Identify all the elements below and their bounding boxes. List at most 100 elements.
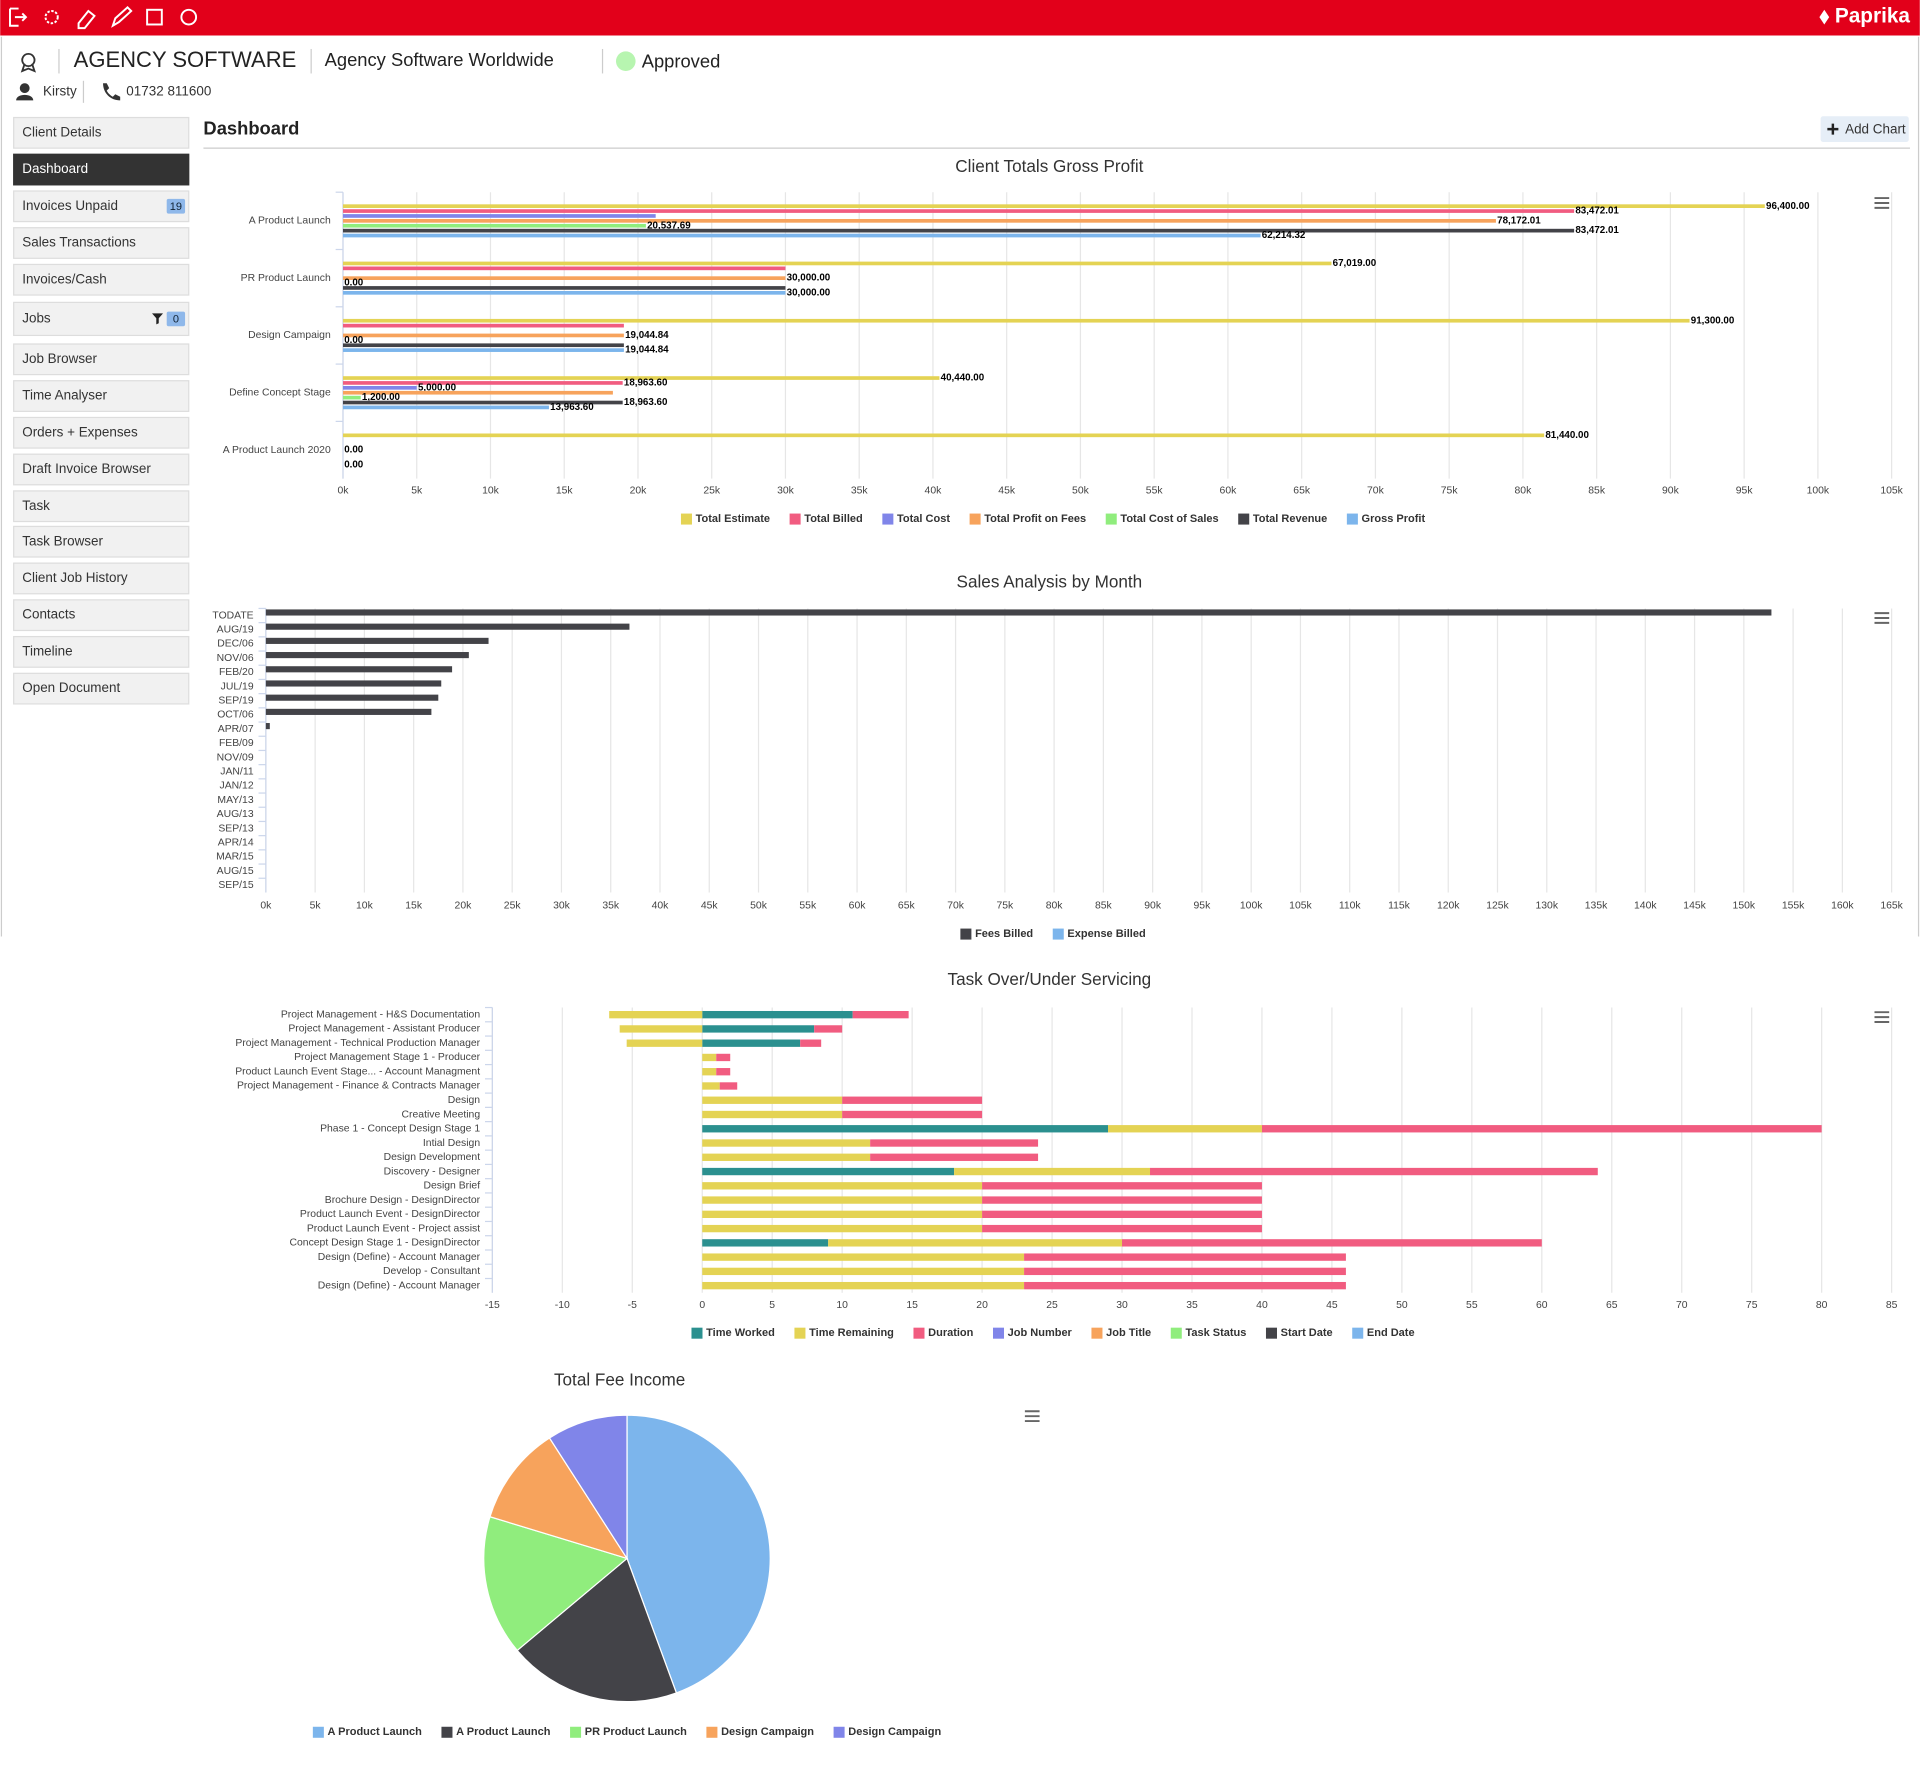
chart-menu[interactable]: [1874, 612, 1890, 624]
legend-swatch[interactable]: [680, 513, 692, 525]
plus-icon[interactable]: [1827, 123, 1839, 135]
nav-item[interactable]: Task Browser: [13, 525, 190, 558]
nav-label[interactable]: Job Browser: [22, 351, 97, 366]
nav-item[interactable]: Sales Transactions: [13, 227, 190, 259]
legend-item[interactable]: Job Title: [1091, 1327, 1151, 1339]
nav-label[interactable]: Contacts: [22, 607, 75, 622]
legend-label[interactable]: Duration: [928, 1327, 974, 1339]
legend-swatch[interactable]: [882, 513, 894, 525]
legend-item[interactable]: End Date: [1352, 1327, 1415, 1339]
nav-item[interactable]: Contacts: [13, 599, 190, 632]
legend-swatch[interactable]: [789, 513, 801, 525]
nav-item[interactable]: Invoices/Cash: [13, 263, 190, 296]
pie-slice[interactable]: [626, 1414, 771, 1694]
legend-item[interactable]: Start Date: [1265, 1327, 1333, 1339]
legend-label[interactable]: Total Revenue: [1253, 513, 1327, 525]
logout-icon[interactable]: [9, 7, 28, 27]
chart-menu[interactable]: [1024, 1410, 1040, 1423]
legend-swatch[interactable]: [960, 928, 972, 940]
legend-label[interactable]: Time Worked: [706, 1327, 775, 1339]
legend-swatch[interactable]: [794, 1327, 806, 1339]
legend-item[interactable]: Job Number: [992, 1327, 1073, 1339]
legend-item[interactable]: Total Profit on Fees: [969, 513, 1087, 525]
nav-item[interactable]: Job Browser: [13, 343, 190, 376]
legend-item[interactable]: Gross Profit: [1346, 513, 1426, 525]
legend-label[interactable]: Time Remaining: [809, 1327, 894, 1339]
legend-item[interactable]: Time Worked: [691, 1327, 775, 1339]
button-bg[interactable]: [1820, 116, 1909, 143]
legend-label[interactable]: Fees Billed: [975, 928, 1033, 940]
legend-label[interactable]: Start Date: [1281, 1327, 1333, 1339]
window-icon[interactable]: [146, 8, 163, 26]
nav-bg[interactable]: [13, 190, 190, 223]
legend-swatch[interactable]: [441, 1726, 453, 1738]
nav-label[interactable]: Task Browser: [22, 533, 103, 548]
nav-bg[interactable]: [13, 490, 190, 523]
nav-item[interactable]: Draft Invoice Browser: [13, 453, 190, 486]
legend-item[interactable]: Task Status: [1170, 1327, 1247, 1339]
filter-icon[interactable]: [152, 313, 164, 325]
nav-bg[interactable]: [13, 599, 190, 632]
legend-swatch[interactable]: [833, 1726, 845, 1738]
nav-label[interactable]: Invoices Unpaid: [22, 198, 118, 213]
legend-label[interactable]: Design Campaign: [721, 1726, 814, 1738]
nav-bg[interactable]: [13, 672, 190, 705]
legend-item[interactable]: Total Billed: [789, 513, 863, 525]
legend-item[interactable]: Total Estimate: [680, 513, 770, 525]
legend-item[interactable]: Expense Billed: [1052, 928, 1146, 940]
legend-swatch[interactable]: [1091, 1327, 1103, 1339]
nav-label[interactable]: Timeline: [22, 643, 72, 658]
nav-label[interactable]: Dashboard: [22, 161, 88, 176]
nav-bg[interactable]: [13, 301, 190, 337]
legend-label[interactable]: Total Estimate: [696, 513, 770, 525]
nav-bg[interactable]: [13, 116, 190, 149]
pie-slice[interactable]: [516, 1557, 678, 1703]
nav-bg[interactable]: [13, 380, 190, 412]
legend-item[interactable]: Design Campaign: [706, 1726, 814, 1738]
legend-swatch[interactable]: [1052, 928, 1064, 940]
legend-item[interactable]: Total Revenue: [1238, 513, 1327, 525]
nav-label[interactable]: Time Analyser: [22, 388, 107, 403]
nav-bg[interactable]: [13, 525, 190, 558]
settings-icon[interactable]: [44, 10, 59, 25]
nav-item[interactable]: Orders + Expenses: [13, 416, 190, 449]
legend-swatch[interactable]: [312, 1726, 324, 1738]
nav-item[interactable]: Timeline: [13, 635, 190, 668]
legend-label[interactable]: End Date: [1367, 1327, 1415, 1339]
nav-label[interactable]: Draft Invoice Browser: [22, 461, 151, 476]
legend-swatch[interactable]: [1346, 513, 1358, 525]
legend-item[interactable]: Fees Billed: [960, 928, 1033, 940]
nav-item[interactable]: Client Job History: [13, 562, 190, 595]
nav-label[interactable]: Orders + Expenses: [22, 424, 138, 439]
legend-label[interactable]: A Product Launch: [328, 1726, 423, 1738]
legend-item[interactable]: A Product Launch: [441, 1726, 551, 1738]
legend-swatch[interactable]: [1105, 513, 1117, 525]
legend-label[interactable]: Total Profit on Fees: [984, 513, 1086, 525]
legend-swatch[interactable]: [913, 1327, 925, 1339]
legend-label[interactable]: Total Cost of Sales: [1120, 513, 1218, 525]
legend-swatch[interactable]: [969, 513, 981, 525]
nav-label[interactable]: Sales Transactions: [22, 235, 136, 250]
pie-slice[interactable]: [548, 1414, 628, 1561]
legend-label[interactable]: Task Status: [1185, 1327, 1246, 1339]
nav-bg[interactable]: [13, 153, 190, 186]
legend-label[interactable]: A Product Launch: [456, 1726, 551, 1738]
help-icon[interactable]: [180, 8, 198, 26]
legend-label[interactable]: Gross Profit: [1362, 513, 1426, 525]
nav-bg[interactable]: [13, 263, 190, 296]
button-label[interactable]: Add Chart: [1845, 121, 1906, 136]
eraser-icon[interactable]: [77, 9, 96, 30]
legend-label[interactable]: Total Billed: [804, 513, 862, 525]
nav-bg[interactable]: [13, 562, 190, 595]
legend-swatch[interactable]: [992, 1327, 1005, 1339]
pie-slice[interactable]: [483, 1515, 629, 1652]
legend-label[interactable]: PR Product Launch: [585, 1726, 687, 1738]
legend-label[interactable]: Expense Billed: [1067, 928, 1145, 940]
legend-swatch[interactable]: [570, 1726, 582, 1738]
nav-item[interactable]: Task: [13, 490, 190, 523]
legend-item[interactable]: A Product Launch: [312, 1726, 423, 1738]
nav-item[interactable]: Client Details: [13, 116, 190, 149]
pie-slice[interactable]: [489, 1437, 629, 1560]
legend-label[interactable]: Job Number: [1008, 1327, 1073, 1339]
legend-swatch[interactable]: [1265, 1327, 1277, 1339]
